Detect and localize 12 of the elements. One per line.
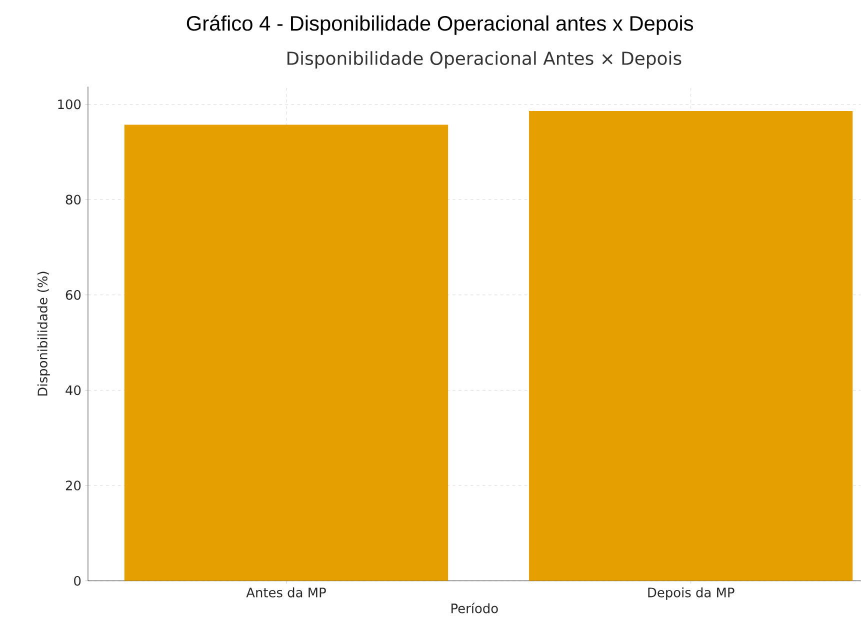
y-tick-label: 40	[66, 385, 81, 396]
x-tick-label: Antes da MP	[246, 587, 326, 598]
x-axis-title: Período	[452, 602, 498, 614]
chart-title: Gráfico 4 - Disponibilidade Operacional antes x Depois	[186, 15, 694, 36]
x-tick-label: Depois da MP	[648, 587, 734, 600]
chart-subtitle: Disponibilidade Operacional Antes × Depois	[288, 51, 682, 69]
y-tick-label: 0	[74, 576, 81, 586]
y-tick-label: 60	[66, 290, 81, 300]
y-tick-label: 100	[58, 99, 81, 110]
y-tick-label: 20	[66, 480, 81, 491]
y-tick-label: 80	[66, 194, 81, 205]
y-axis-title: Disponibilidade (%)	[37, 272, 50, 396]
